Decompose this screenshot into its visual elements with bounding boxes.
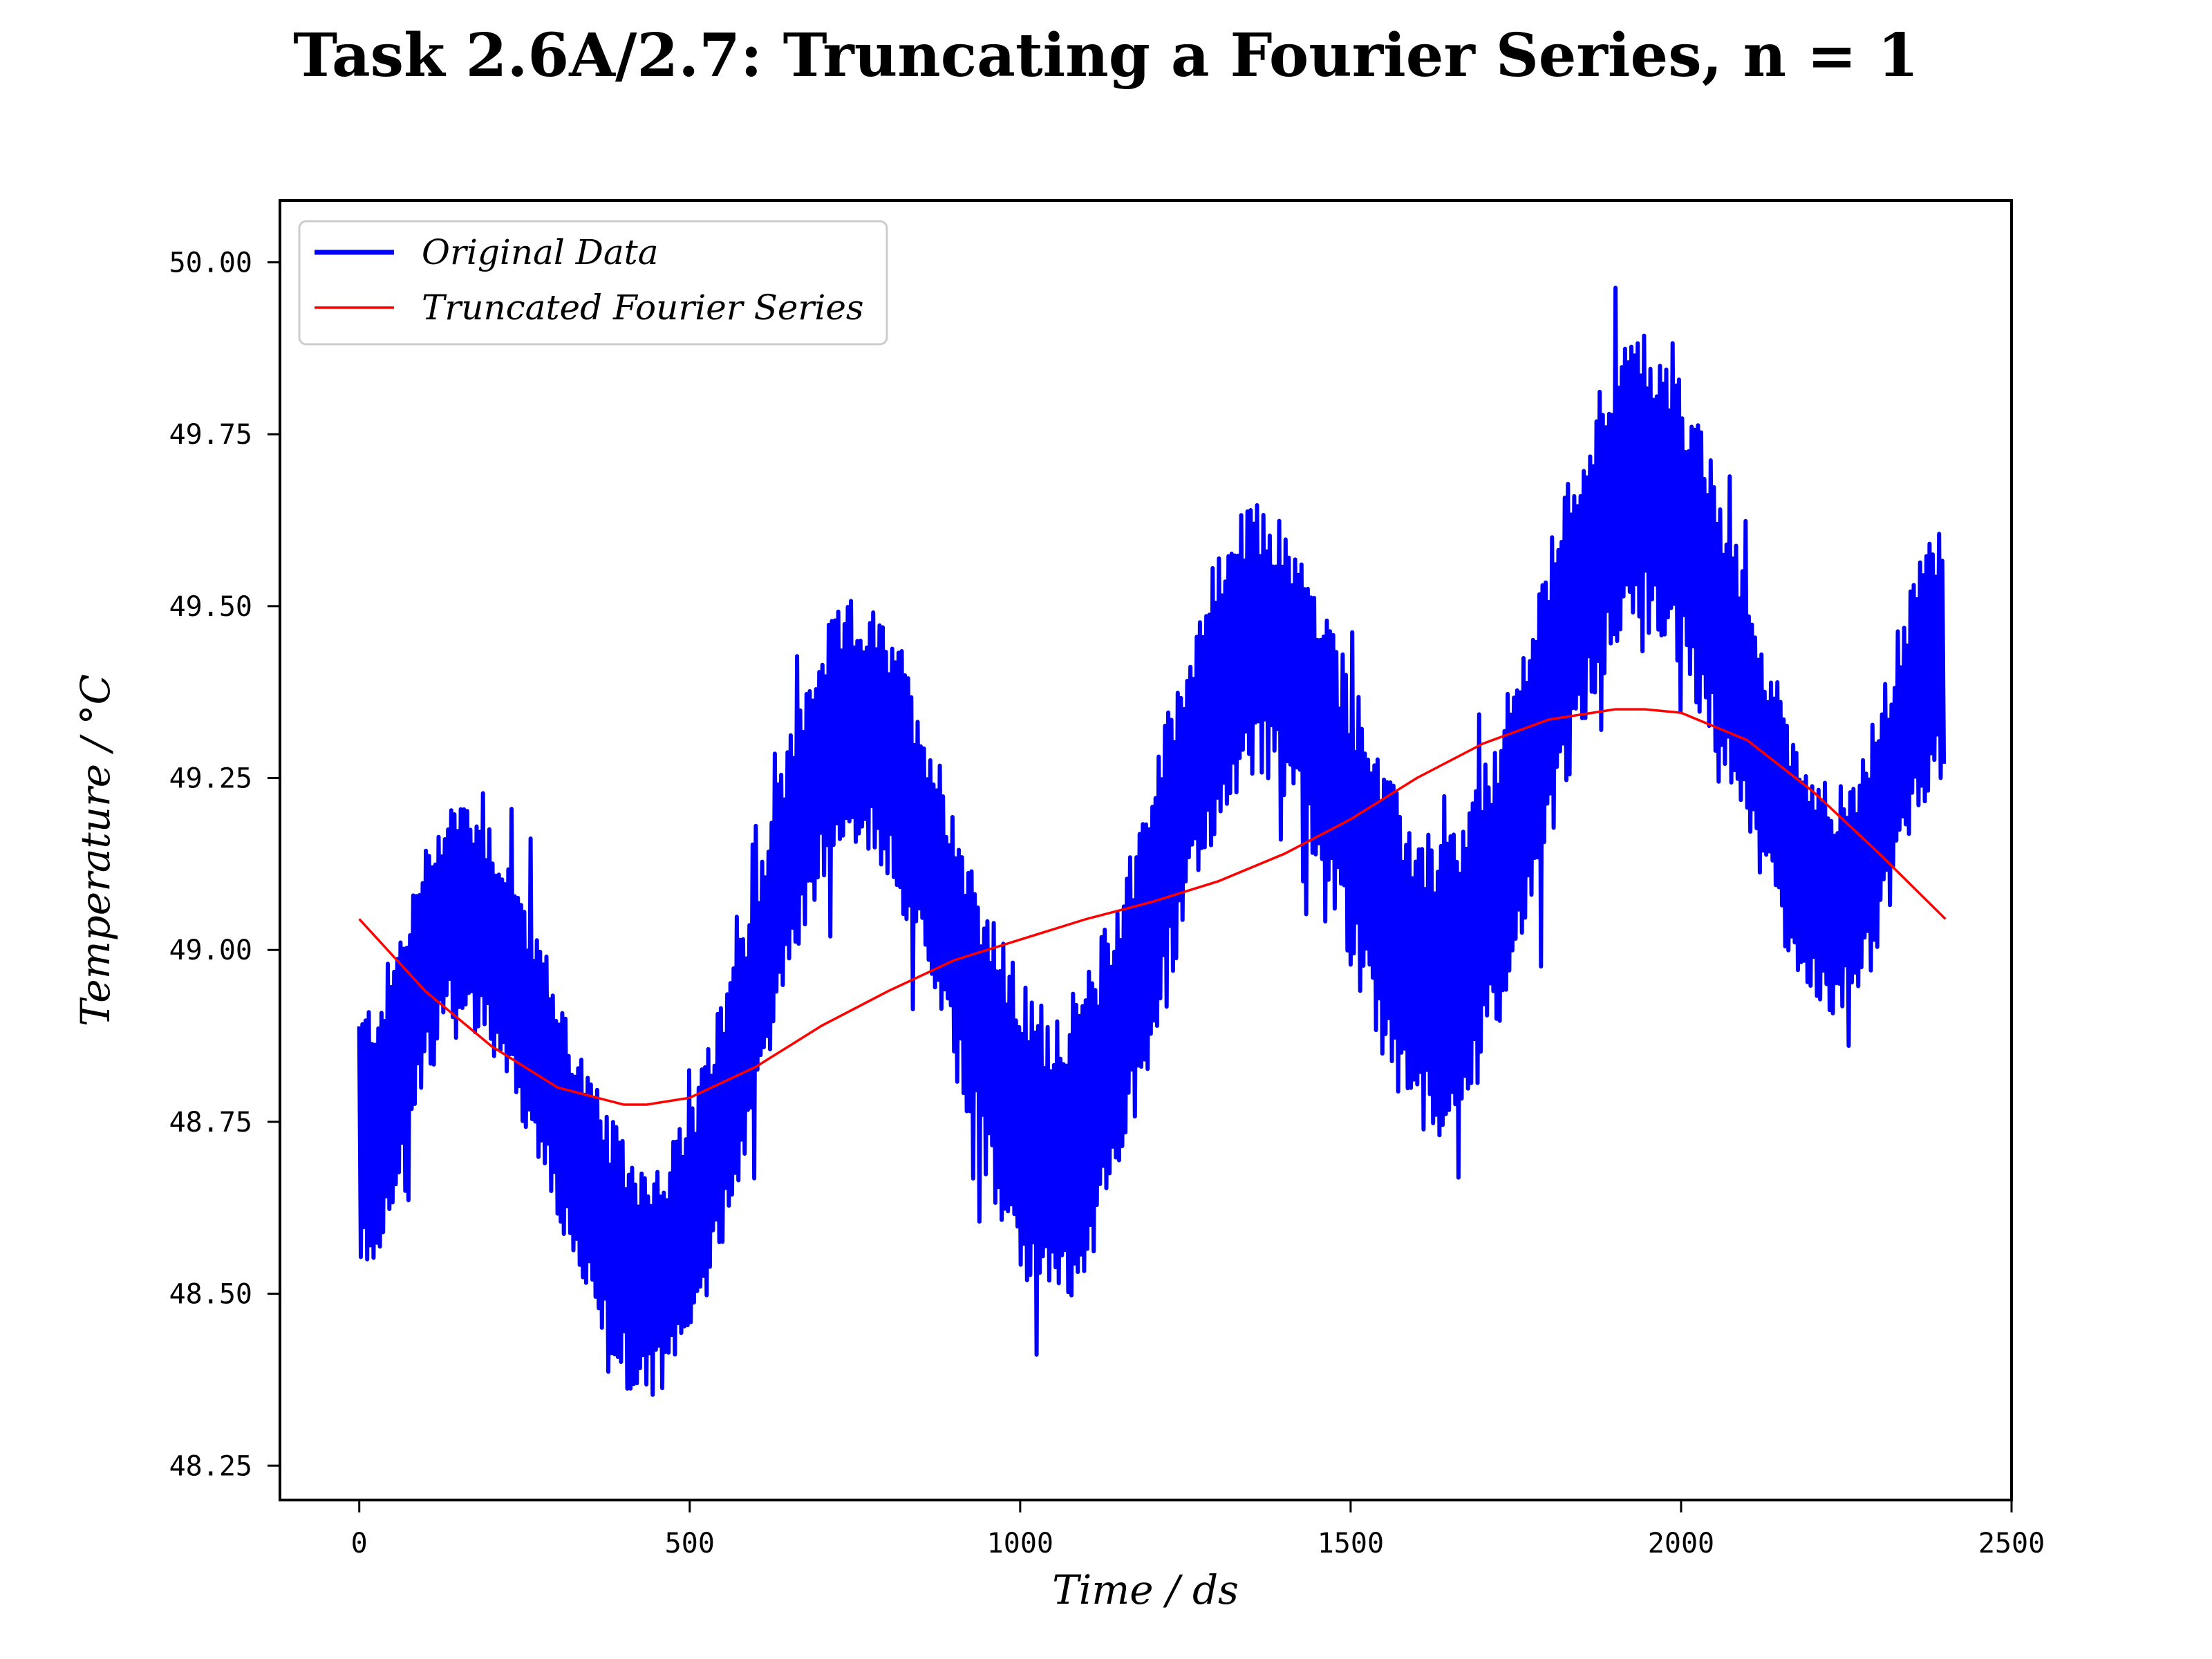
x-tick-label: 0	[351, 1528, 368, 1559]
plot-frame	[279, 199, 2013, 1501]
legend-label-fourier: Truncated Fourier Series	[422, 288, 864, 328]
legend-box	[298, 220, 888, 346]
y-tick-label: 49.25	[169, 763, 252, 795]
y-tick-label: 49.75	[169, 419, 252, 451]
y-axis: 48.25 48.50 48.75 49.00 49.25 49.50 49.75 50.00	[169, 247, 280, 1482]
x-tick-label: 1500	[1318, 1528, 1384, 1559]
chart-title: Task 2.6A/2.7: Truncating a Fourier Seri…	[293, 21, 1919, 91]
y-tick-label: 49.50	[169, 591, 252, 623]
series-original-data-line	[357, 285, 1947, 1397]
y-tick-label: 48.50	[169, 1279, 252, 1311]
legend: Original Data Truncated Fourier Series	[298, 220, 888, 346]
plot-area	[357, 285, 1947, 1397]
x-tick-label: 500	[665, 1528, 715, 1559]
x-axis: 0 500 1000 1500 2000 2500	[351, 1500, 2045, 1559]
y-tick-label: 48.75	[169, 1107, 252, 1138]
series-fourier-line	[358, 708, 1947, 1106]
y-tick-label: 50.00	[169, 247, 252, 279]
x-tick-label: 2000	[1648, 1528, 1714, 1559]
y-tick-label: 48.25	[169, 1450, 252, 1482]
y-axis-label: Temperature / °C	[72, 674, 119, 1027]
x-tick-label: 2500	[1978, 1528, 2045, 1559]
x-axis-label: Time / ds	[1052, 1566, 1239, 1613]
x-tick-label: 1000	[987, 1528, 1053, 1559]
legend-label-original: Original Data	[422, 232, 659, 272]
y-tick-label: 49.00	[169, 935, 252, 966]
